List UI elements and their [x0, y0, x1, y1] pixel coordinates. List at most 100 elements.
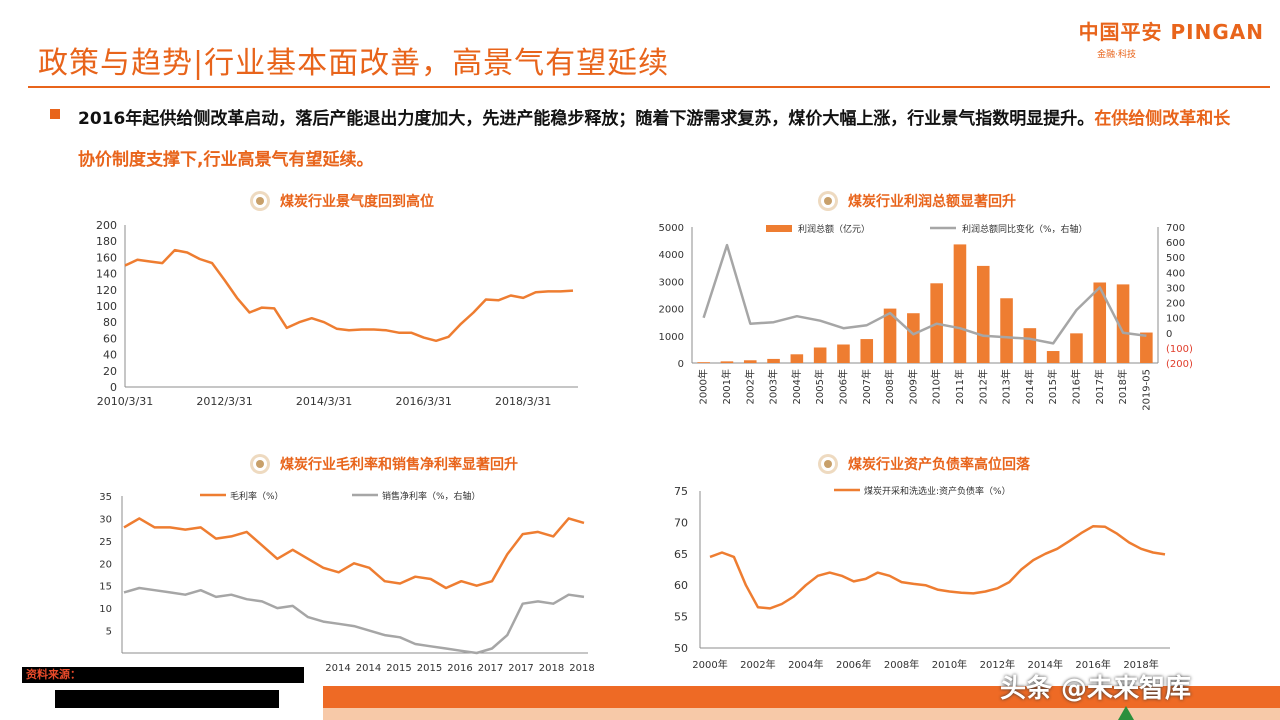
x-tick-label: 2002年 — [740, 658, 775, 671]
title-dot-icon — [818, 454, 838, 474]
y-tick-label: 5 — [106, 627, 112, 638]
y-tick-label: 3000 — [659, 277, 684, 288]
y2-tick-label: 400 — [1166, 268, 1185, 279]
x-tick-label: 2004年 — [790, 369, 803, 404]
chart-margin: 5 10 15 20 25 30 35 2014 2014 2015 2015 2016 2017 201… — [99, 490, 594, 674]
y2-tick-label: 300 — [1166, 283, 1185, 294]
x-tick-label: 2010年 — [932, 658, 967, 671]
x-tick-label: 2006年 — [836, 369, 849, 404]
y-tick-label: 2000 — [659, 305, 684, 316]
x-tick-label: 2003年 — [767, 369, 780, 404]
y-tick-label: 100 — [96, 300, 117, 313]
chart-2-title: 煤炭行业利润总额显著回升 — [848, 194, 1016, 210]
legend-label-gross: 毛利率（%） — [230, 490, 284, 502]
x-tick-label: 2015年 — [1046, 369, 1059, 404]
bar-profit — [790, 354, 804, 363]
y-tick-label: 20 — [99, 559, 112, 570]
title-dot-icon — [250, 191, 270, 211]
x-tick-label: 2012年 — [980, 658, 1015, 671]
bar-profit — [767, 358, 780, 363]
redaction-block — [22, 667, 304, 683]
x-tick-label: 2016 — [447, 663, 472, 674]
legend-label-debt: 煤炭开采和洗选业:资产负债率（%） — [864, 485, 1011, 497]
y-tick-label: 15 — [99, 582, 112, 593]
y-tick-label: 20 — [103, 365, 117, 378]
x-tick-label: 2015 — [417, 663, 442, 674]
y-tick-label: 0 — [110, 381, 117, 394]
x-tick-label: 2017 — [508, 663, 533, 674]
y-tick-label: 65 — [674, 548, 688, 561]
chart-1-header: 煤炭行业景气度回到高位 — [250, 191, 434, 211]
x-tick-label: 2001年 — [720, 369, 733, 404]
bullet-square-icon — [50, 109, 60, 119]
chart-4-title: 煤炭行业资产负债率高位回落 — [848, 457, 1030, 473]
chart-2-header: 煤炭行业利润总额显著回升 — [818, 191, 1016, 211]
x-tick-label: 2016/3/31 — [395, 395, 451, 408]
y-tick-label: 55 — [674, 611, 688, 624]
y2-tick-label: 500 — [1166, 253, 1185, 264]
y2-tick-label: 600 — [1166, 238, 1185, 249]
y-tick-label: 120 — [96, 284, 117, 297]
brand-logo: 中国平安 PINGAN 金融·科技 — [1079, 16, 1264, 60]
bar-profit — [976, 265, 990, 363]
x-tick-label: 2006年 — [836, 658, 871, 671]
bar-profit — [953, 244, 967, 363]
x-tick-label: 2017 — [478, 663, 503, 674]
y-tick-label: 70 — [674, 516, 688, 529]
x-tick-label: 2012年 — [976, 369, 989, 404]
series-line-net-margin — [123, 586, 585, 655]
x-tick-label: 2018/3/31 — [495, 395, 551, 408]
chart-3-title: 煤炭行业毛利率和销售净利率显著回升 — [280, 457, 518, 473]
bar-profit — [743, 360, 757, 363]
x-tick-label: 2014 — [325, 663, 350, 674]
x-tick-label: 2008年 — [884, 658, 919, 671]
x-tick-label: 2014年 — [1028, 658, 1063, 671]
brand-name: 中国平安 PINGAN — [1078, 20, 1264, 44]
chart-profit: 0 1000 2000 3000 4000 5000 (200) (100) 0 100 200 30… — [659, 223, 1193, 411]
legend-label-line: 利润总额同比变化（%，右轴） — [962, 223, 1088, 235]
bar-profit — [1070, 333, 1083, 363]
summary-paragraph: 2016年起供给侧改革启动，落后产能退出力度加大，先进产能稳步释放；随着下游需求… — [78, 99, 1238, 181]
series-line-yoy — [702, 243, 1147, 345]
x-tick-label: 2017年 — [1093, 369, 1106, 404]
summary-highlight: 在供给侧改革和长协价制度支撑下,行业高景气有望延续。 — [78, 109, 1231, 170]
series-line-prosperity — [124, 248, 574, 343]
bar-profit — [697, 362, 710, 363]
y-tick-label: 0 — [678, 359, 684, 370]
y2-tick-label: 200 — [1166, 299, 1185, 310]
series-line-gross-margin — [123, 517, 585, 590]
source-label: 资料来源： — [26, 668, 81, 681]
bar-profit — [720, 361, 734, 363]
bar-profit — [1140, 332, 1153, 363]
y-tick-label: 25 — [99, 537, 112, 548]
y-tick-label: 40 — [103, 349, 117, 362]
y-tick-label: 5000 — [659, 223, 684, 234]
y-tick-label: 10 — [99, 604, 112, 615]
x-tick-label: 2016年 — [1069, 369, 1082, 404]
x-tick-label: 2011年 — [953, 369, 966, 404]
x-tick-label: 2000年 — [697, 369, 710, 404]
x-tick-label: 2018 — [539, 663, 564, 674]
x-tick-label: 2013年 — [1000, 369, 1013, 404]
x-tick-label: 2004年 — [788, 658, 823, 671]
x-tick-label: 2002年 — [743, 369, 756, 404]
chart-4-header: 煤炭行业资产负债率高位回落 — [818, 454, 1030, 474]
bar-profit — [813, 347, 827, 363]
page-title: 政策与趋势|行业基本面改善，高景气有望延续 — [38, 46, 670, 81]
watermark: 头条 @未来智库 — [1000, 674, 1192, 704]
y-tick-label: 140 — [96, 268, 117, 281]
x-tick-label: 2015 — [386, 663, 411, 674]
y-tick-label: 60 — [674, 579, 688, 592]
x-tick-label: 2014年 — [1023, 369, 1036, 404]
y2-tick-label: 700 — [1166, 223, 1185, 234]
y-tick-label: 160 — [96, 251, 117, 264]
x-tick-label: 2005年 — [813, 369, 826, 404]
legend-label-net: 销售净利率（%，右轴） — [382, 490, 481, 502]
summary-text: 2016年起供给侧改革启动，落后产能退出力度加大，先进产能稳步释放；随着下游需求… — [78, 109, 1095, 129]
x-tick-label: 2018年 — [1116, 369, 1129, 404]
y-tick-label: 180 — [96, 235, 117, 248]
y2-tick-label: 0 — [1166, 329, 1172, 340]
bar-profit — [1116, 284, 1130, 363]
y2-tick-label: (100) — [1166, 344, 1193, 355]
y-tick-label: 80 — [103, 316, 117, 329]
